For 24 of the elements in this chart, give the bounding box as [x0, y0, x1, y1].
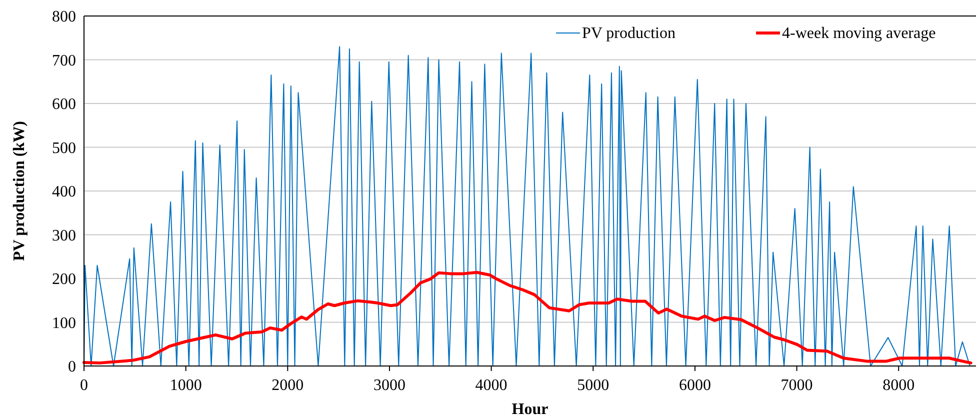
- x-tick-label: 4000: [475, 377, 508, 394]
- x-tick-label: 1000: [170, 377, 202, 394]
- line-series: [84, 46, 970, 366]
- line-series: [82, 270, 972, 364]
- y-tick-label: 700: [52, 52, 76, 70]
- x-tick-label: 5000: [577, 377, 610, 394]
- y-tick-label: 500: [52, 140, 76, 157]
- legend-label: 4-week moving average: [782, 25, 936, 42]
- y-tick-label: 100: [52, 314, 76, 332]
- x-axis-title: Hour: [512, 401, 548, 416]
- y-axis-title: PV production (kW): [11, 121, 28, 261]
- x-tick-label: 0: [80, 377, 88, 394]
- y-tick-label: 600: [52, 96, 76, 114]
- x-tick-label: 2000: [272, 377, 304, 394]
- legend-label: PV production: [582, 25, 676, 42]
- y-tick-label: 400: [52, 184, 76, 201]
- x-tick-label: 7000: [780, 377, 813, 394]
- x-tick-label: 3000: [373, 377, 406, 394]
- x-tick-label: 6000: [678, 377, 711, 394]
- y-tick-label: 200: [52, 271, 76, 288]
- y-tick-label: 300: [52, 227, 76, 244]
- x-tick-label: 8000: [882, 377, 915, 394]
- y-tick-label: 0: [68, 358, 76, 376]
- y-tick-label: 800: [52, 8, 76, 26]
